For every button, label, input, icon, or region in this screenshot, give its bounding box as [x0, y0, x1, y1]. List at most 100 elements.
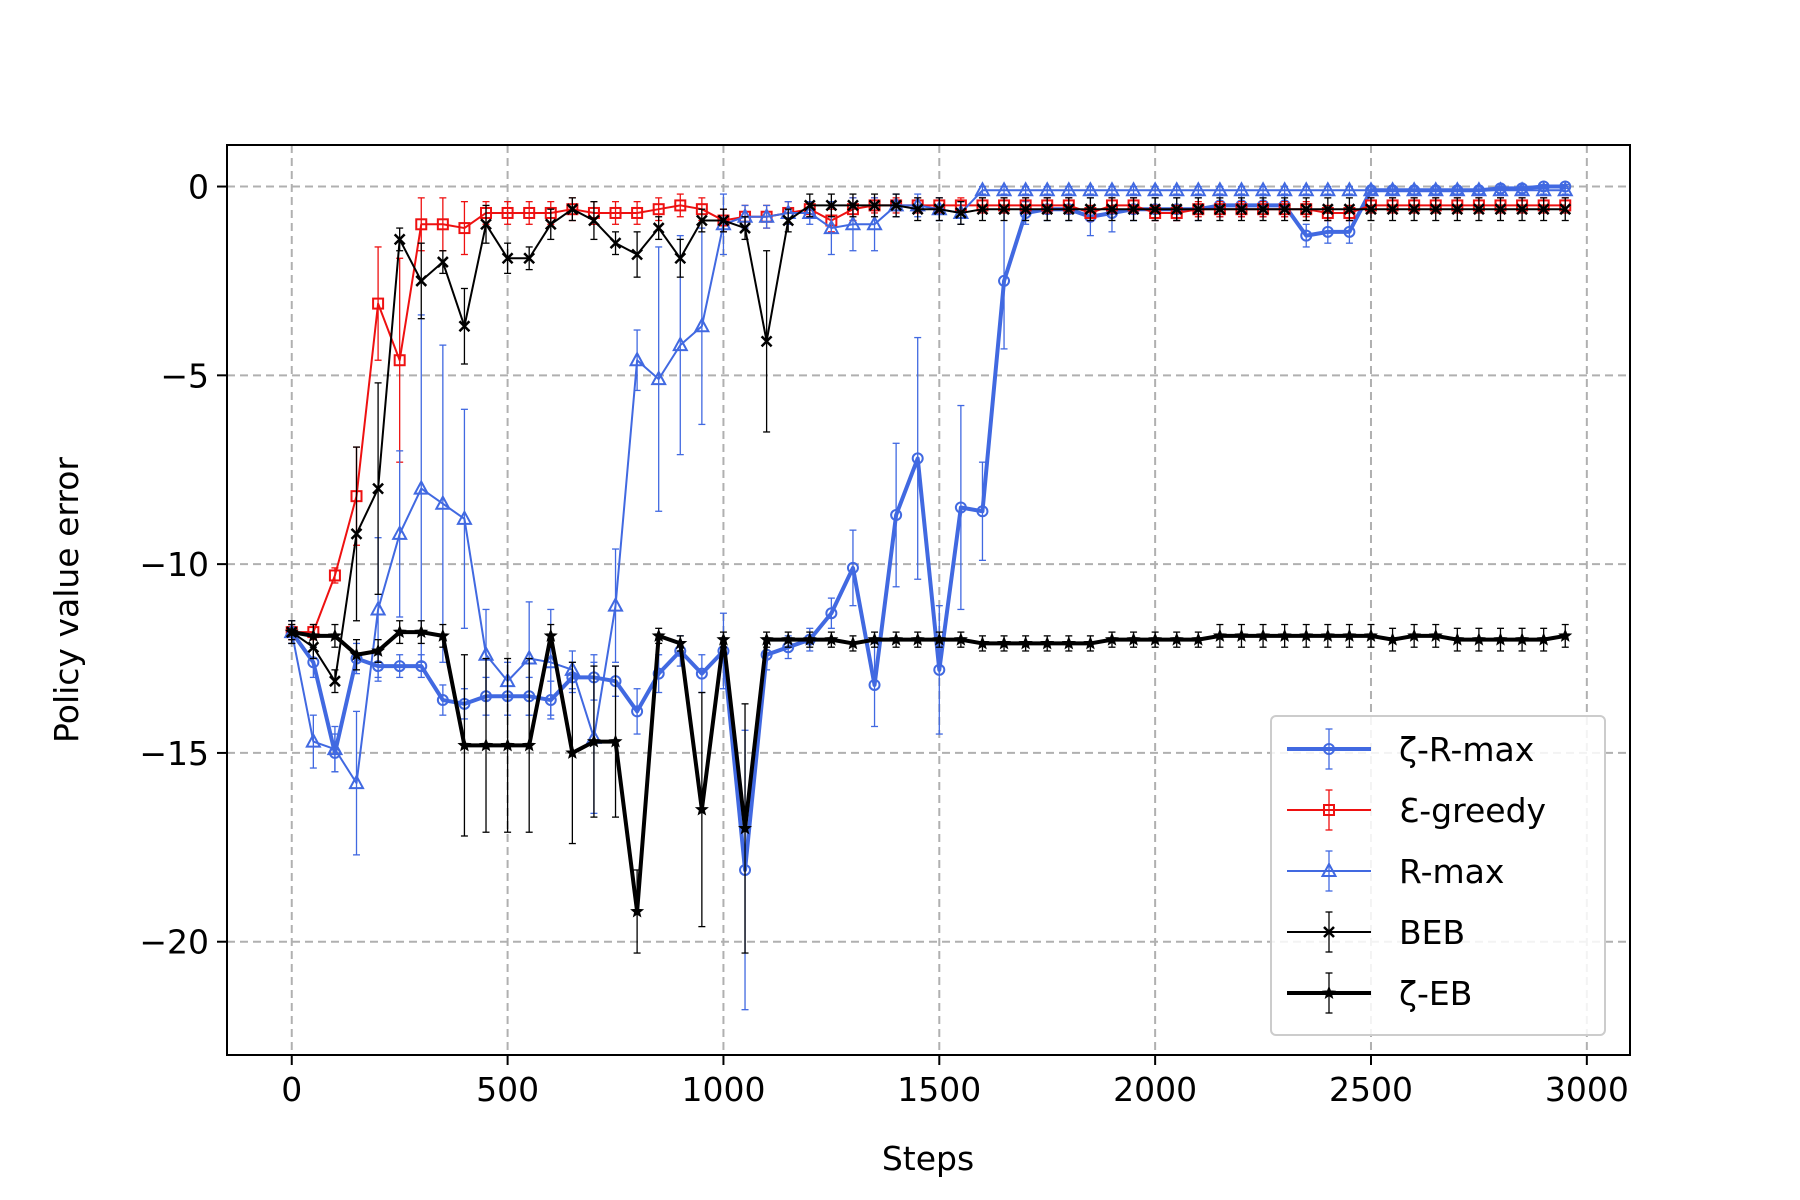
data-point — [434, 494, 452, 510]
data-point — [1257, 203, 1269, 216]
plot-area — [283, 180, 1574, 1011]
data-point — [329, 675, 341, 688]
data-point — [543, 628, 558, 642]
data-point — [652, 222, 665, 234]
data-point — [1341, 181, 1358, 197]
data-point — [1386, 203, 1399, 216]
data-point — [1407, 628, 1422, 642]
data-point — [1127, 203, 1140, 216]
legend-entry: R-max — [1287, 850, 1504, 892]
data-point — [1473, 203, 1485, 216]
data-point — [1256, 628, 1271, 642]
data-point — [673, 636, 688, 650]
data-point — [890, 199, 903, 212]
data-point — [414, 624, 429, 639]
data-point — [976, 505, 989, 518]
data-point — [1235, 203, 1248, 216]
data-point — [609, 237, 622, 250]
data-point — [1234, 628, 1249, 642]
plot-frame — [226, 144, 1631, 1056]
data-point — [693, 317, 711, 333]
data-point — [306, 628, 321, 642]
data-point — [369, 600, 387, 616]
data-point — [522, 737, 537, 752]
data-point — [372, 482, 384, 495]
data-point — [1040, 636, 1055, 650]
data-point — [1384, 181, 1401, 197]
data-point — [825, 607, 838, 620]
data-point — [1277, 628, 1292, 642]
data-point — [458, 222, 471, 235]
data-point — [1300, 203, 1313, 216]
data-point — [1449, 181, 1466, 197]
data-point — [630, 904, 645, 918]
legend-entry: BEB — [1287, 911, 1465, 953]
data-point — [1106, 203, 1118, 216]
grid — [227, 145, 1630, 1055]
data-point — [1103, 181, 1121, 197]
legend-marker — [1323, 804, 1335, 816]
data-point — [393, 233, 406, 246]
data-point — [1516, 203, 1528, 216]
data-point — [458, 320, 471, 333]
data-point — [436, 218, 449, 231]
data-point — [758, 207, 775, 223]
data-point — [847, 199, 859, 212]
data-point — [1365, 203, 1377, 216]
data-point — [1363, 628, 1378, 642]
data-point — [975, 636, 990, 650]
data-point — [674, 252, 687, 265]
data-point — [1060, 181, 1077, 197]
data-point — [392, 624, 407, 639]
data-point — [801, 203, 818, 219]
data-point — [1018, 636, 1033, 650]
data-point — [1537, 203, 1550, 216]
data-point — [694, 802, 709, 816]
data-point — [1125, 181, 1142, 197]
data-point — [350, 528, 363, 540]
series-line — [291, 204, 1566, 683]
data-point — [1061, 636, 1076, 650]
x-tick-label: 1500 — [897, 1070, 981, 1109]
data-point — [866, 215, 883, 231]
data-point — [1559, 203, 1572, 216]
legend-entry: ζ-EB — [1287, 972, 1472, 1014]
data-point — [415, 218, 428, 231]
data-point — [781, 632, 796, 646]
legend-label: Ɛ-greedy — [1399, 791, 1546, 830]
data-point — [1300, 229, 1313, 242]
data-point — [1494, 203, 1507, 216]
x-tick-label: 2000 — [1113, 1070, 1197, 1109]
data-point — [782, 214, 795, 227]
data-point — [1319, 181, 1336, 197]
data-point — [501, 252, 514, 265]
data-point — [1515, 632, 1530, 646]
data-point — [844, 215, 862, 231]
legend-label: BEB — [1399, 913, 1465, 952]
data-point — [1062, 203, 1075, 216]
legend-frame — [1270, 715, 1606, 1036]
data-point — [933, 203, 946, 216]
data-point — [672, 336, 689, 352]
data-point — [739, 222, 751, 234]
data-point — [1126, 632, 1141, 646]
data-point — [371, 643, 386, 657]
data-point — [479, 737, 494, 752]
data-point — [1148, 632, 1163, 646]
y-tick-label: −20 — [139, 923, 209, 962]
y-tick-label: −10 — [139, 545, 209, 584]
data-point — [523, 252, 536, 265]
data-point — [586, 734, 601, 748]
data-point — [1492, 181, 1509, 197]
data-point — [998, 274, 1011, 287]
data-point — [1408, 203, 1421, 216]
data-point — [566, 203, 579, 216]
legend-label: R-max — [1399, 852, 1504, 891]
legend-marker — [1323, 926, 1335, 938]
data-point — [1211, 181, 1229, 197]
data-point — [953, 632, 968, 646]
data-point — [1428, 628, 1443, 642]
data-point — [608, 734, 623, 748]
data-point — [868, 199, 881, 212]
legend: ζ-R-max Ɛ-greedy R-max BEB ζ-EB — [1270, 715, 1606, 1036]
